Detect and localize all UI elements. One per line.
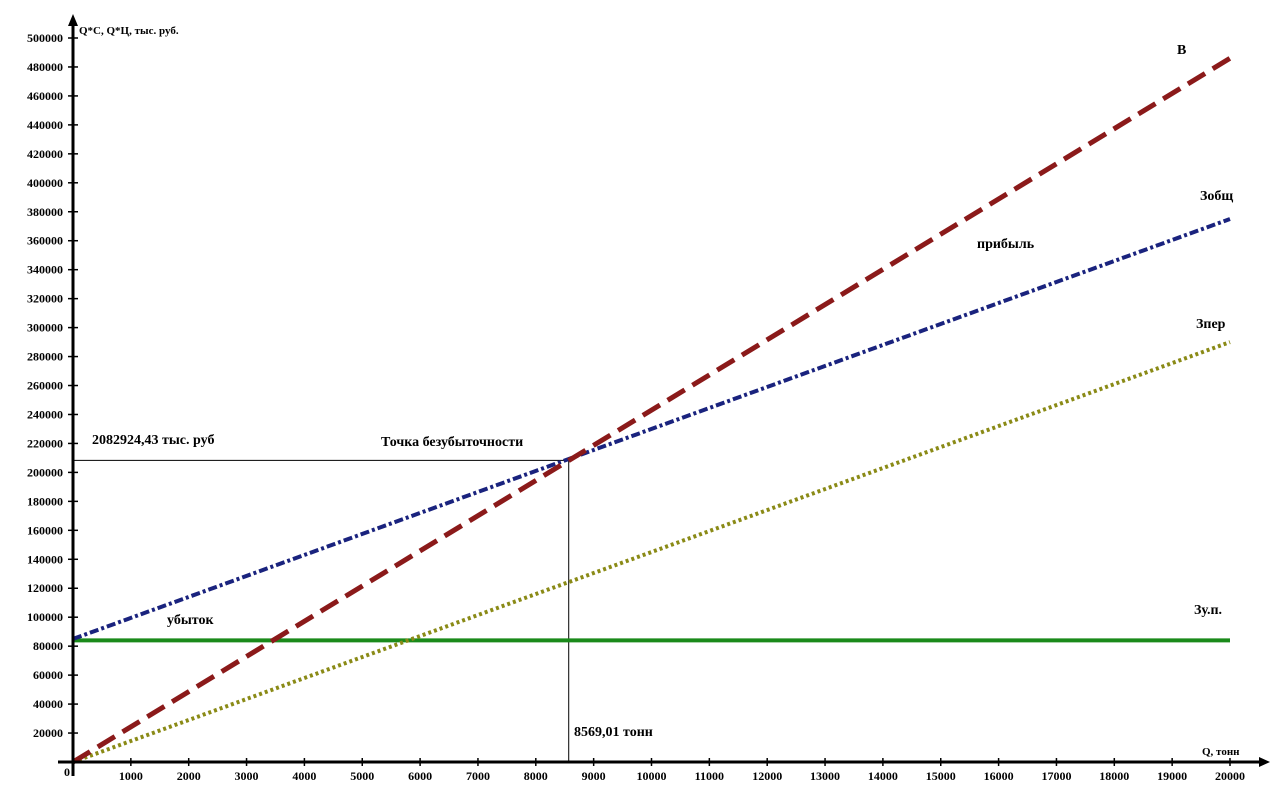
x-axis-arrow: [1259, 757, 1270, 767]
y-tick-label: 500000: [27, 31, 63, 45]
y-tick-label: 340000: [27, 263, 63, 277]
break-even-q-label: 8569,01 тонн: [574, 725, 653, 740]
variable-costs-line: [72, 340, 1231, 764]
loss-label: убыток: [167, 613, 214, 628]
y-axis-ticks: 20000 40000 60000 80000 100000 120000 140000 16…: [27, 31, 78, 740]
x-tick-label: 5000: [350, 769, 374, 783]
x-tick-label: 10000: [637, 769, 667, 783]
x-tick-label: 13000: [810, 769, 840, 783]
axes: [58, 14, 1270, 776]
y-tick-label: 240000: [27, 407, 63, 421]
y-tick-label: 140000: [27, 552, 63, 566]
x-tick-label: 12000: [752, 769, 782, 783]
y-tick-label: 400000: [27, 176, 63, 190]
y-tick-label: 80000: [33, 639, 63, 653]
y-tick-label: 200000: [27, 465, 63, 479]
break-even-guides: [73, 459, 570, 762]
x-tick-label: 14000: [868, 769, 898, 783]
x-axis-title: Q, тонн: [1202, 746, 1240, 758]
x-tick-label: 3000: [235, 769, 259, 783]
x-tick-label: 7000: [466, 769, 490, 783]
x-tick-label: 8000: [524, 769, 548, 783]
y-tick-label: 320000: [27, 292, 63, 306]
x-tick-label: 4000: [292, 769, 316, 783]
y-tick-label: 60000: [33, 668, 63, 682]
total-costs-line: [72, 217, 1231, 641]
y-tick-label: 280000: [27, 350, 63, 364]
x-tick-label: 11000: [695, 769, 724, 783]
x-tick-label: 19000: [1157, 769, 1187, 783]
y-tick-label: 420000: [27, 147, 63, 161]
x-tick-label: 16000: [984, 769, 1014, 783]
break-even-title: Точка безубыточности: [381, 435, 523, 450]
x-tick-label: 2000: [177, 769, 201, 783]
y-tick-label: 120000: [27, 581, 63, 595]
x-axis-ticks: 1000 2000 3000 4000 5000 6000 7000 8000 9000 1000…: [119, 758, 1245, 783]
series-lines: [71, 56, 1232, 765]
x-tick-label: 15000: [926, 769, 956, 783]
x-tick-label: 1000: [119, 769, 143, 783]
y-axis-arrow: [68, 14, 78, 26]
series-label-variable-costs: Зпер: [1196, 317, 1226, 332]
x-tick-label: 17000: [1041, 769, 1071, 783]
origin-label: 0: [64, 765, 70, 779]
y-tick-label: 460000: [27, 89, 63, 103]
series-label-total-costs: Зобщ: [1200, 189, 1233, 204]
y-tick-label: 260000: [27, 379, 63, 393]
x-tick-label: 20000: [1215, 769, 1245, 783]
y-tick-label: 300000: [27, 321, 63, 335]
profit-label: прибыль: [977, 237, 1035, 252]
y-tick-label: 360000: [27, 234, 63, 248]
x-tick-label: 6000: [408, 769, 432, 783]
series-label-revenue: В: [1177, 43, 1186, 58]
y-tick-label: 220000: [27, 436, 63, 450]
y-tick-label: 480000: [27, 60, 63, 74]
y-tick-label: 180000: [27, 494, 63, 508]
revenue-line: [71, 56, 1232, 765]
y-tick-label: 380000: [27, 205, 63, 219]
y-axis-title: Q*С, Q*Ц, тыс. руб.: [79, 25, 179, 37]
y-tick-label: 100000: [27, 610, 63, 624]
series-label-fixed-costs: Зу.п.: [1194, 603, 1222, 618]
x-tick-label: 18000: [1099, 769, 1129, 783]
y-tick-label: 40000: [33, 697, 63, 711]
break-even-value-label: 2082924,43 тыс. руб: [92, 433, 214, 448]
y-tick-label: 20000: [33, 726, 63, 740]
x-tick-label: 9000: [582, 769, 606, 783]
y-tick-label: 160000: [27, 523, 63, 537]
y-tick-label: 440000: [27, 118, 63, 132]
